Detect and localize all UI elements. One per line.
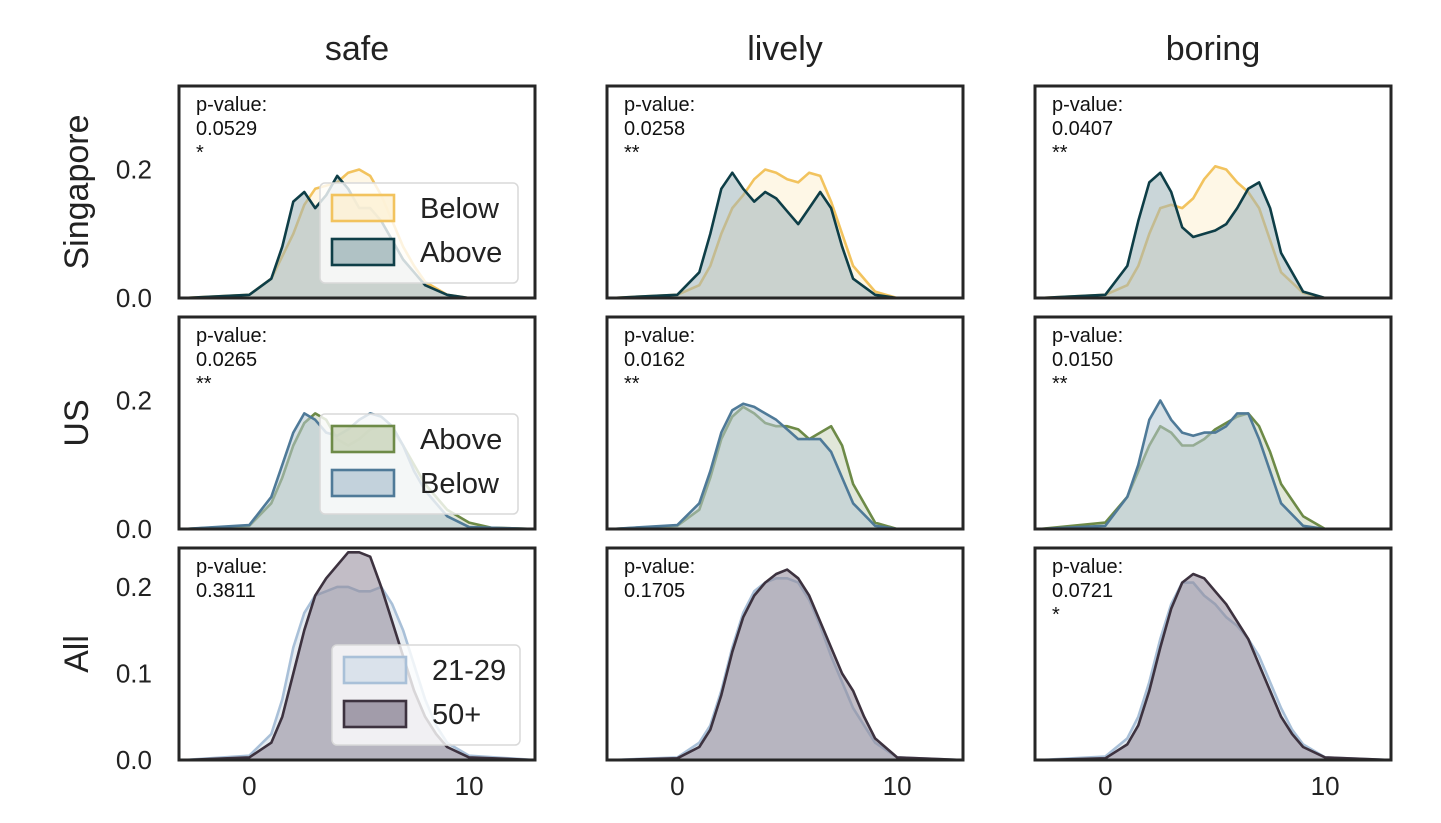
pvalue-label: p-value: — [196, 556, 267, 578]
pvalue-number: 0.0258 — [624, 118, 685, 140]
pvalue-number: 0.0407 — [1052, 118, 1113, 140]
panel-frame — [1033, 546, 1393, 762]
x-tick-label: 10 — [1311, 771, 1340, 801]
density-fill-50+ — [1039, 574, 1391, 760]
x-tick-label: 0 — [670, 771, 684, 801]
column-title-safe: safe — [325, 30, 389, 68]
legend-label: 21-29 — [432, 655, 506, 687]
legend-swatch-21-29 — [342, 655, 408, 685]
pvalue-label: p-value: — [624, 325, 695, 347]
density-fill-above — [611, 172, 963, 298]
density-fill-below — [611, 403, 963, 529]
panel-frame — [177, 546, 537, 762]
pvalue-label: p-value: — [1052, 556, 1123, 578]
significance-stars: ** — [1052, 142, 1068, 164]
pvalue-label: p-value: — [624, 94, 695, 116]
panel-frame — [1033, 315, 1393, 531]
y-tick-label: 0.2 — [116, 572, 152, 602]
x-tick-label: 10 — [883, 771, 912, 801]
pvalue-number: 0.0150 — [1052, 349, 1113, 371]
significance-stars: * — [196, 142, 204, 164]
pvalue-label: p-value: — [196, 325, 267, 347]
pvalue-number: 0.0721 — [1052, 580, 1113, 602]
legend-label: Above — [420, 424, 502, 456]
significance-stars: * — [1052, 604, 1060, 626]
significance-stars: ** — [624, 142, 640, 164]
density-line-above — [611, 171, 963, 298]
x-tick-label: 10 — [455, 771, 484, 801]
column-title-boring: boring — [1166, 30, 1261, 68]
density-line-50+ — [611, 568, 963, 760]
y-tick-label: 0.0 — [116, 745, 152, 775]
pvalue-number: 0.0529 — [196, 118, 257, 140]
pvalue-label: p-value: — [1052, 325, 1123, 347]
legend-swatch-50+ — [342, 699, 408, 729]
legend-swatch-above — [330, 237, 396, 267]
density-line-50+ — [1039, 572, 1391, 760]
pvalue-label: p-value: — [1052, 94, 1123, 116]
legend-label: Above — [420, 237, 502, 269]
panel-frame — [605, 315, 965, 531]
density-fill-below — [1039, 400, 1391, 529]
density-line-above — [1039, 171, 1391, 298]
pvalue-number: 0.0162 — [624, 349, 685, 371]
y-tick-label: 0.2 — [116, 155, 152, 185]
y-tick-label: 0.0 — [116, 283, 152, 313]
panel-frame — [177, 315, 537, 531]
pvalue-number: 0.3811 — [196, 580, 256, 602]
density-line-below — [1039, 399, 1391, 529]
pvalue-label: p-value: — [624, 556, 695, 578]
legend-label: 50+ — [432, 699, 481, 731]
y-tick-label: 0.0 — [116, 514, 152, 544]
significance-stars: ** — [1052, 373, 1068, 395]
legend-label: Below — [420, 468, 500, 500]
pvalue-number: 0.0265 — [196, 349, 257, 371]
pvalue-label: p-value: — [196, 94, 267, 116]
x-tick-label: 0 — [1098, 771, 1112, 801]
density-fill-50+ — [611, 569, 963, 760]
row-label-all: All — [58, 635, 96, 673]
panel-frame — [605, 84, 965, 300]
row-label-singapore: Singapore — [58, 114, 96, 269]
density-line-below — [611, 402, 963, 529]
y-tick-label: 0.2 — [116, 386, 152, 416]
panel-frame — [605, 546, 965, 762]
pvalue-number: 0.1705 — [624, 580, 685, 602]
legend-label: Below — [420, 193, 500, 225]
column-title-lively: lively — [747, 30, 823, 68]
legend-swatch-below — [330, 468, 396, 498]
y-tick-label: 0.1 — [116, 658, 152, 688]
row-label-us: US — [58, 399, 96, 446]
legend-swatch-above — [330, 424, 396, 454]
legend-swatch-below — [330, 193, 396, 223]
panel-frame — [177, 84, 537, 300]
significance-stars: ** — [196, 373, 212, 395]
significance-stars: ** — [624, 373, 640, 395]
panel-frame — [1033, 84, 1393, 300]
x-tick-label: 0 — [242, 771, 256, 801]
